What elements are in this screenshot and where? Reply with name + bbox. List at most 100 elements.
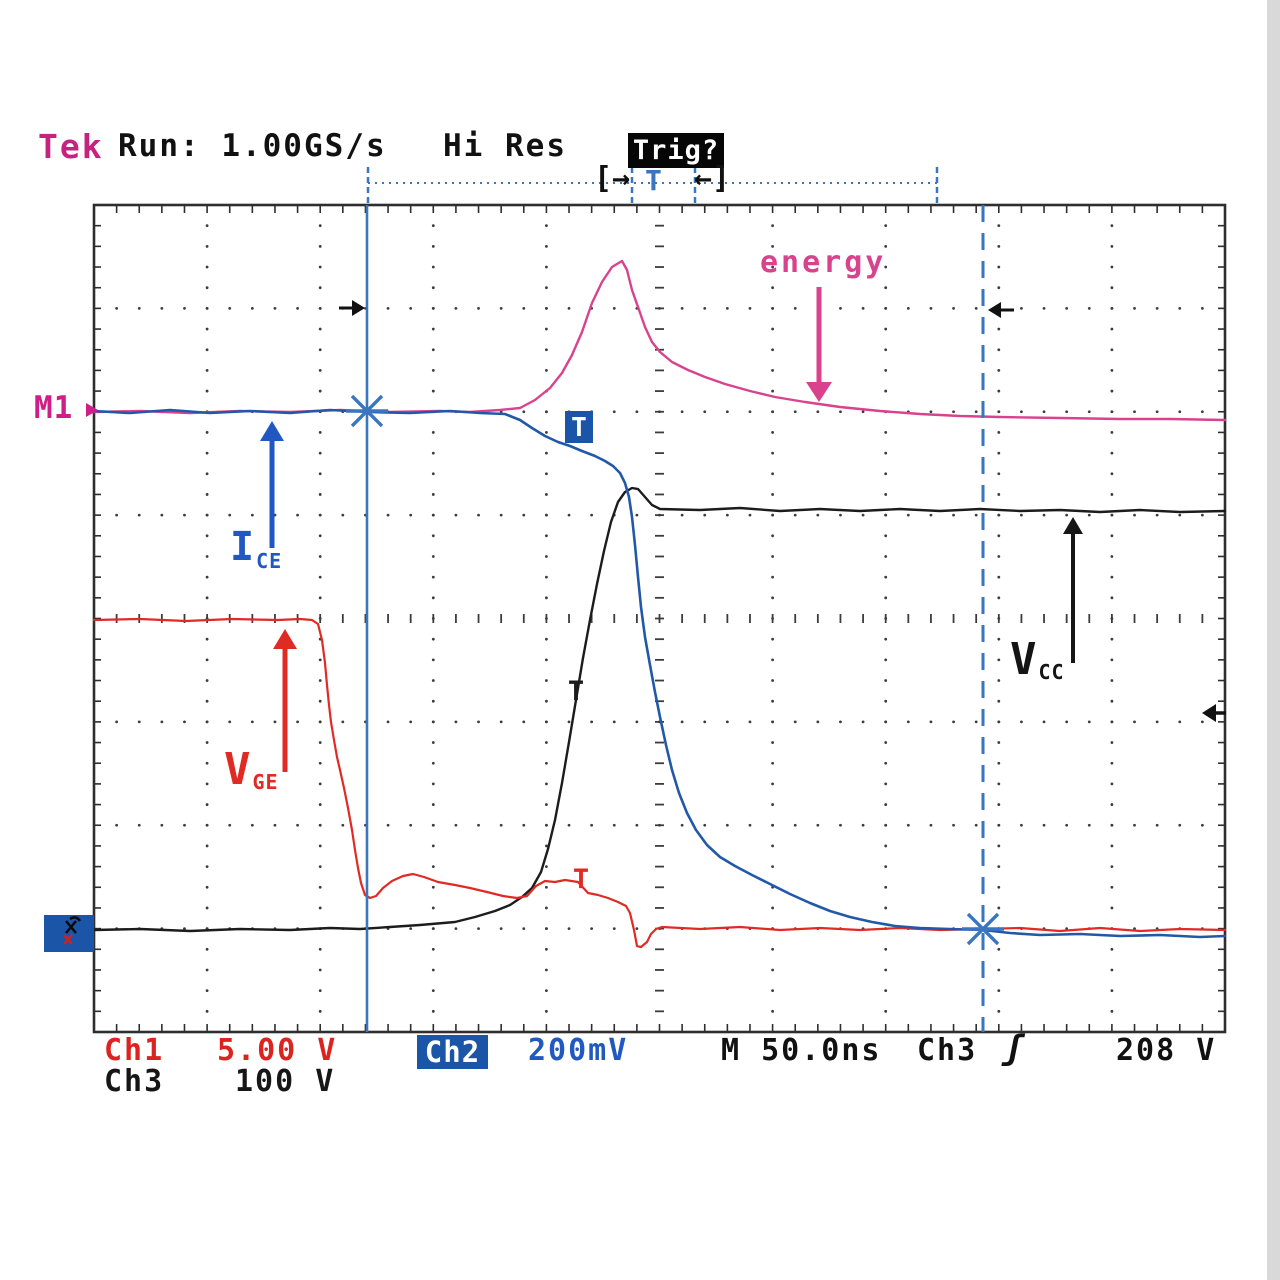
grid-dot [205,369,209,372]
grid-dot [205,761,209,765]
grid-dot [341,513,345,517]
grid-dot [997,596,1001,600]
grid-dot [1110,555,1114,558]
grid-dot [1020,306,1023,310]
grid-dot [318,596,322,600]
acquisition-mode: Hi Res [443,128,567,164]
grid-dot [997,369,1001,372]
grid-dot [997,555,1001,558]
grid-dot [1110,823,1114,827]
grid-dot [318,720,322,724]
grid-dot [318,286,322,290]
grid-dot [1065,513,1069,517]
grid-dot [341,720,345,724]
grid-dot [431,472,435,476]
trigger-bracket-right-icon: ←] [694,161,731,196]
grid-dot [771,720,774,724]
trace-vcc [92,486,1227,933]
grid-dot [228,720,232,724]
grid-dot [431,968,435,972]
grid-dot [997,534,1001,538]
grid-dot [545,927,548,931]
grid-dot [703,306,707,310]
grid-dot [318,885,322,889]
grid-dot [273,306,277,310]
grid-dot [431,699,435,703]
grid-dot [205,389,209,393]
grid-dot [205,265,209,269]
grid-dot [1110,534,1114,538]
grid-dot [409,927,413,931]
grid-dot [545,596,548,600]
grid-dot [884,658,888,662]
ch1-label: Ch1 [104,1033,165,1068]
grid-dot [318,224,322,228]
grid-dot [205,637,209,641]
m1-math-label: M1 [34,390,74,426]
right-edge-left-arrow-head [1202,704,1216,722]
grid-dot [884,244,888,248]
grid-dot [386,823,390,827]
grid-dot [431,265,435,269]
grid-dot [635,410,639,414]
grid-dot [567,720,571,724]
grid-dot [431,493,435,496]
grid-dot [997,1009,1001,1013]
grid-dot [545,493,548,496]
ch2-label-badge: Ch2 [417,1035,488,1069]
grid-dot [386,513,390,517]
grid-dot [205,658,209,662]
grid-dot [431,637,435,641]
grid-dot [522,720,526,724]
grid-dot [273,823,277,827]
grid-dot [318,865,322,868]
grid-dot [816,410,820,414]
grid-dot [205,782,209,786]
grid-dot [793,410,797,414]
grid-dot [1110,596,1114,600]
grid-dot [997,348,1001,352]
grid-dot [545,472,548,476]
grid-dot [318,844,322,848]
grid-dot [409,823,413,827]
grid-dot [793,513,797,517]
grid-dot [205,534,209,538]
trigger-slope-icon: ʃ [1003,1028,1024,1068]
grid-dot [545,306,548,310]
grid-dot [205,493,209,496]
image-edge-band [1267,0,1280,1280]
grid-dot [1020,410,1023,414]
grid-dot [771,679,774,682]
grid-dot [115,823,119,827]
grid-dot [884,575,888,579]
grid-dot [1110,265,1114,269]
grid-dot [1178,410,1182,414]
grid-dot [612,823,616,827]
cursor-x-marker [966,912,1000,946]
grid-dot [1133,823,1136,827]
grid-dot [160,306,164,310]
grid-dot [997,472,1001,476]
grid-dot [1110,451,1114,455]
grid-dot [318,679,322,682]
grid-dot [725,823,729,827]
timebase-readout: M 50.0ns [721,1033,882,1068]
grid-dot [318,431,322,434]
grid-dot [545,327,548,331]
grid-dot [318,451,322,455]
grid-dot [431,555,435,558]
ice-arrow-head [260,421,284,441]
grid-dot [431,224,435,228]
grid-dot [137,513,141,517]
grid-dot [183,306,186,310]
m1-pointer-icon [86,403,98,417]
grid-dot [929,306,933,310]
grid-dot [974,823,978,827]
grid-dot [567,927,571,931]
grid-dot [431,534,435,538]
grid-dot [522,410,526,414]
grid-dot [771,865,774,868]
grid-dot [1110,761,1114,765]
grid-dot [1178,823,1182,827]
grid-dot [748,823,752,827]
